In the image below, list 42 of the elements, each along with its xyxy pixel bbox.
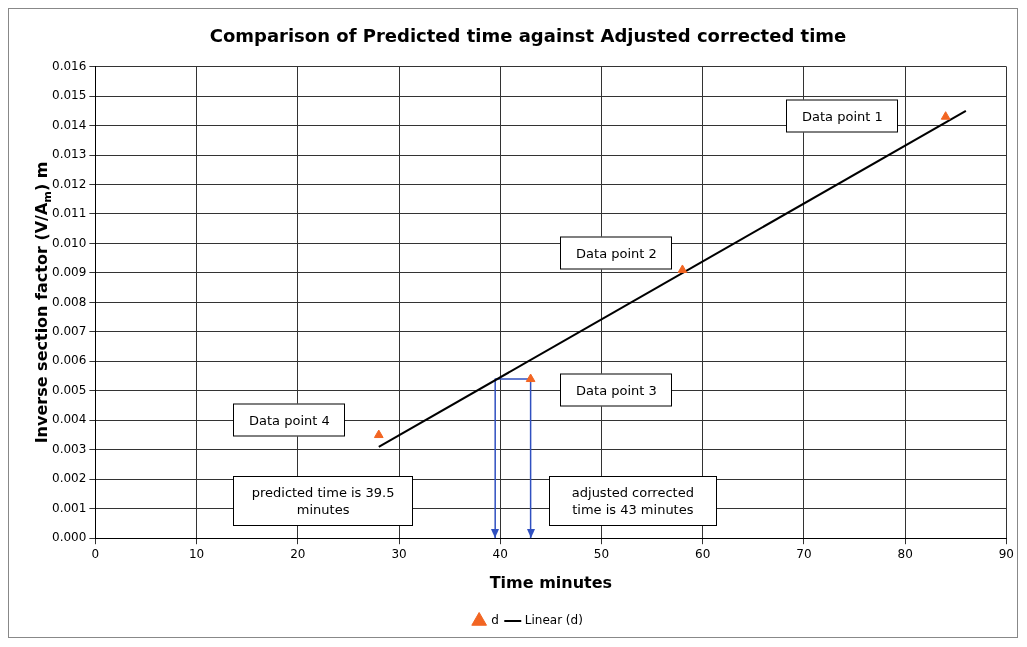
y-tick-label: 0.005 xyxy=(51,382,87,397)
x-tick-label: 90 xyxy=(998,546,1015,561)
point xyxy=(677,264,688,273)
y-tick-label: 0.013 xyxy=(51,147,87,162)
x-tick-label: 80 xyxy=(897,546,913,561)
y-tick-label: 0.009 xyxy=(51,265,87,280)
text-box: adjusted corrected time is 43 minutes xyxy=(548,476,717,527)
y-tick-label: 0.002 xyxy=(51,471,87,486)
legend-label: d xyxy=(491,613,499,628)
text-box: predicted time is 39.5 minutes xyxy=(233,476,414,527)
y-tick-label: 0.004 xyxy=(51,412,87,427)
y-tick-label: 0.016 xyxy=(51,58,87,73)
y-tick-label: 0.015 xyxy=(51,88,87,103)
y-tick-label: 0.003 xyxy=(51,441,87,456)
x-tick-label: 10 xyxy=(188,546,205,561)
text-box: Data point 4 xyxy=(233,403,346,437)
x-tick-label: 60 xyxy=(695,546,711,561)
x-tick-label: 70 xyxy=(796,546,812,561)
y-tick-label: 0.012 xyxy=(51,176,87,191)
x-axis-title: Time minutes xyxy=(489,573,613,593)
y-axis-title: Inverse section factor (V/Am) m xyxy=(32,161,54,444)
y-tick-label: 0.007 xyxy=(51,324,87,338)
text-box: Data point 1 xyxy=(786,99,899,133)
x-tick-label: 20 xyxy=(290,546,306,561)
chart-title: Comparison of Predicted time against Adjusted corrected time xyxy=(209,25,847,47)
y-tick-label: 0.011 xyxy=(51,206,87,221)
x-tick-label: 30 xyxy=(391,546,407,561)
legend-label: Linear (d) xyxy=(524,613,583,628)
point xyxy=(940,111,951,120)
y-tick-label: 0.010 xyxy=(51,235,87,250)
x-tick-label: 50 xyxy=(593,546,610,561)
y-tick-label: 0.000 xyxy=(51,530,87,545)
point xyxy=(525,373,536,383)
y-tick-label: 0.001 xyxy=(51,500,87,515)
y-tick-label: 0.008 xyxy=(51,294,87,309)
y-tick-label: 0.014 xyxy=(51,117,87,132)
point xyxy=(373,429,384,439)
text-box: Data point 2 xyxy=(560,236,673,270)
y-tick-label: 0.006 xyxy=(51,353,87,368)
text-box: Data point 3 xyxy=(560,373,673,407)
x-tick-label: 0 xyxy=(91,546,100,561)
x-tick-label: 40 xyxy=(492,546,508,561)
